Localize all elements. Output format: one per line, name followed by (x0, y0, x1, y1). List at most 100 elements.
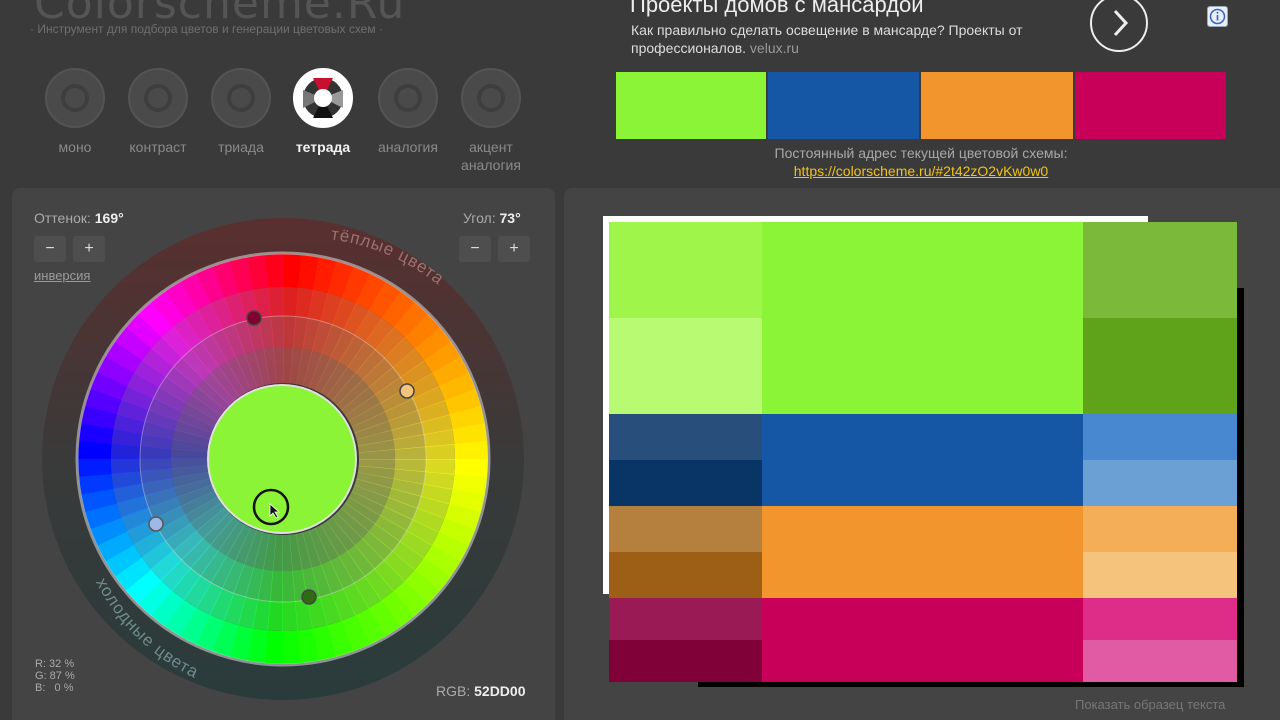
hue-segment (444, 503, 482, 530)
show-sample-text-link[interactable]: Показать образец текста (1075, 697, 1226, 712)
preview-cell-left-bottom[interactable] (609, 552, 762, 598)
hue-segment (153, 386, 187, 412)
hue-segment (125, 568, 162, 604)
hue-segment (393, 468, 426, 485)
color-handle-green[interactable] (301, 589, 317, 605)
info-icon[interactable] (1207, 6, 1228, 27)
hue-segment (342, 582, 369, 616)
hue-segment (253, 532, 270, 570)
rgb-blue-percent: B: 0 % (35, 682, 74, 694)
mode-mono-label: моно (58, 139, 92, 155)
color-handle-blue[interactable] (148, 516, 164, 532)
preview-cell-left-bottom[interactable] (609, 640, 762, 682)
hue-segment (406, 373, 440, 400)
mode-analogy[interactable]: аналогия (371, 68, 445, 156)
hue-segment (381, 590, 415, 628)
hue-segment (196, 266, 225, 304)
inverse-link[interactable]: инверсия (34, 268, 91, 283)
hue-segment (414, 327, 452, 361)
hue-segment (140, 445, 172, 459)
hue-segment (353, 576, 382, 609)
preview-cell-right-bottom[interactable] (1083, 318, 1237, 414)
hue-segment (177, 484, 215, 507)
hue-segment (392, 580, 428, 617)
hue-segment (438, 372, 476, 401)
hue-segment (218, 361, 246, 397)
mode-triad-icon (211, 68, 271, 128)
color-handle-orange[interactable] (399, 383, 415, 399)
preview-cell-right-top[interactable] (1083, 598, 1237, 640)
rgb-hex-value: 52DD00 (474, 683, 526, 699)
hue-segment (265, 254, 284, 288)
preview-cell-right-top[interactable] (1083, 414, 1237, 460)
preview-cell-left-top[interactable] (609, 222, 762, 318)
primary-color-handle[interactable] (252, 488, 290, 526)
mode-accent-analogy[interactable]: акцент аналогия (453, 68, 529, 174)
hue-segment (171, 465, 209, 479)
preview-cell-main[interactable] (762, 506, 1083, 598)
hue-segment (97, 355, 135, 387)
ad-text[interactable]: Как правильно сделать освещение в мансар… (631, 21, 1081, 57)
hue-segment (345, 394, 381, 422)
hue-segment (171, 458, 208, 469)
hue-segment (425, 459, 455, 475)
angle-value: 73° (499, 210, 521, 226)
mode-triad[interactable]: триада (204, 68, 278, 156)
scheme-swatch-3[interactable] (921, 72, 1073, 139)
hue-segment (388, 487, 422, 509)
hue-segment (160, 559, 192, 591)
preview-cell-right-top[interactable] (1083, 506, 1237, 552)
hue-minus-button[interactable]: − (34, 236, 66, 262)
preview-cell-right-top[interactable] (1083, 222, 1237, 318)
preview-cell-right-bottom[interactable] (1083, 460, 1237, 506)
hue-segment (181, 490, 218, 515)
preview-cell-main[interactable] (762, 598, 1083, 682)
mode-contrast[interactable]: контраст (121, 68, 195, 156)
preview-cell-right-bottom[interactable] (1083, 552, 1237, 598)
hue-segment (181, 349, 212, 380)
color-handle-magenta[interactable] (246, 310, 262, 326)
hue-segment (235, 527, 258, 565)
preview-cell-left-top[interactable] (609, 506, 762, 552)
hue-segment (137, 580, 173, 617)
color-wheel[interactable]: тёплые цвета холодные цвета (0, 0, 560, 720)
hue-segment (140, 468, 173, 484)
ad-title[interactable]: Проекты домов с мансардой (630, 0, 924, 17)
preview-cell-main[interactable] (762, 222, 1083, 414)
preview-cell-left-bottom[interactable] (609, 460, 762, 506)
preview-cell-left-bottom[interactable] (609, 318, 762, 414)
hue-segment (330, 329, 356, 363)
scheme-swatch-4[interactable] (1075, 72, 1226, 139)
hue-readout: Оттенок: 169° (34, 210, 124, 226)
preview-cell-left-top[interactable] (609, 414, 762, 460)
hue-segment (142, 477, 175, 497)
hue-segment (171, 568, 201, 600)
preview-cell-right-bottom[interactable] (1083, 640, 1237, 682)
hue-segment (200, 550, 227, 583)
hue-segment (331, 512, 363, 546)
hue-segment (384, 398, 418, 422)
angle-minus-button[interactable]: − (459, 236, 491, 262)
angle-label: Угол: (463, 210, 496, 226)
mode-mono[interactable]: моно (38, 68, 112, 156)
chevron-right-icon[interactable] (1090, 0, 1148, 52)
hue-segment (181, 402, 218, 427)
hue-segment (374, 560, 405, 592)
hue-segment (140, 433, 173, 450)
scheme-swatch-2[interactable] (768, 72, 919, 139)
scheme-address-link[interactable]: https://colorscheme.ru/#2t42zO2vKw0w0 (793, 163, 1049, 179)
preview-cell-left-top[interactable] (609, 598, 762, 640)
scheme-swatch-1[interactable] (616, 72, 766, 139)
hue-segment (368, 367, 401, 396)
hue-segment (212, 620, 239, 658)
hue-segment (374, 515, 407, 542)
angle-plus-button[interactable]: + (498, 236, 530, 262)
hue-segment (258, 316, 274, 349)
mode-tetrad[interactable]: тетрада (286, 68, 360, 156)
preview-cell-main[interactable] (762, 414, 1083, 506)
hue-segment (307, 289, 329, 322)
hue-segment (121, 507, 154, 532)
site-logo[interactable]: Colorscheme.Ru (34, 0, 406, 29)
hue-segment (254, 348, 271, 386)
hue-plus-button[interactable]: + (73, 236, 105, 262)
